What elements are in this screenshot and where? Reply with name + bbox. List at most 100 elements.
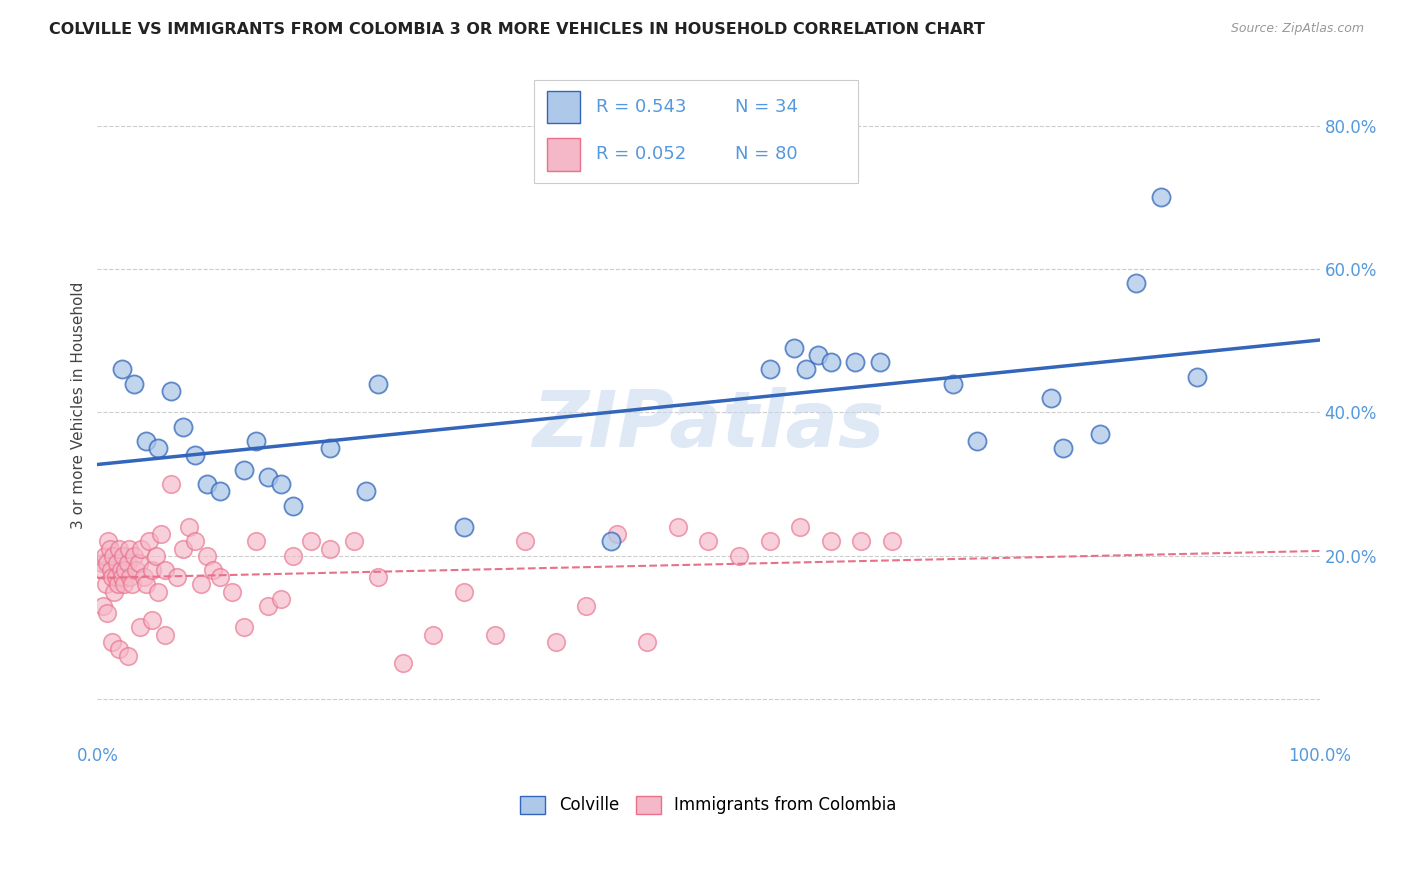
- Point: [93, 599, 115, 613]
- Point: [128, 556, 150, 570]
- Point: [107, 577, 129, 591]
- Point: [148, 442, 170, 456]
- Point: [108, 541, 131, 556]
- Point: [966, 434, 988, 449]
- Point: [91, 556, 114, 570]
- Point: [299, 534, 322, 549]
- Point: [195, 549, 218, 563]
- Point: [880, 534, 903, 549]
- Point: [666, 520, 689, 534]
- Text: Source: ZipAtlas.com: Source: ZipAtlas.com: [1230, 22, 1364, 36]
- Point: [105, 556, 128, 570]
- Point: [422, 627, 444, 641]
- Point: [172, 541, 194, 556]
- Point: [177, 520, 200, 534]
- Point: [257, 470, 280, 484]
- Point: [789, 520, 811, 534]
- Point: [636, 634, 658, 648]
- Point: [103, 549, 125, 563]
- Point: [103, 584, 125, 599]
- Point: [208, 570, 231, 584]
- Point: [172, 419, 194, 434]
- Point: [1187, 369, 1209, 384]
- Point: [101, 634, 124, 648]
- Point: [145, 549, 167, 563]
- Point: [153, 563, 176, 577]
- Point: [141, 563, 163, 577]
- Point: [513, 534, 536, 549]
- Point: [166, 570, 188, 584]
- Point: [697, 534, 720, 549]
- Point: [96, 606, 118, 620]
- Point: [159, 384, 181, 398]
- Point: [190, 577, 212, 591]
- Text: COLVILLE VS IMMIGRANTS FROM COLOMBIA 3 OR MORE VEHICLES IN HOUSEHOLD CORRELATION: COLVILLE VS IMMIGRANTS FROM COLOMBIA 3 O…: [49, 22, 986, 37]
- Point: [794, 362, 817, 376]
- Point: [93, 549, 115, 563]
- Point: [1088, 426, 1111, 441]
- Point: [202, 563, 225, 577]
- Point: [148, 584, 170, 599]
- Point: [104, 570, 127, 584]
- Point: [233, 463, 256, 477]
- Point: [544, 634, 567, 648]
- Point: [120, 570, 142, 584]
- Legend: Colville, Immigrants from Colombia: Colville, Immigrants from Colombia: [512, 788, 905, 822]
- Point: [758, 362, 780, 376]
- Point: [112, 577, 135, 591]
- Point: [184, 449, 207, 463]
- Point: [820, 355, 842, 369]
- Point: [1125, 277, 1147, 291]
- Text: ZIPatlas: ZIPatlas: [533, 387, 884, 464]
- Point: [153, 627, 176, 641]
- Point: [141, 613, 163, 627]
- Point: [125, 563, 148, 577]
- Point: [121, 577, 143, 591]
- Point: [110, 563, 132, 577]
- Point: [117, 556, 139, 570]
- Point: [111, 362, 134, 376]
- Point: [221, 584, 243, 599]
- Point: [484, 627, 506, 641]
- Point: [101, 570, 124, 584]
- Point: [184, 534, 207, 549]
- Point: [783, 341, 806, 355]
- FancyBboxPatch shape: [547, 91, 579, 123]
- Point: [1039, 391, 1062, 405]
- Point: [270, 477, 292, 491]
- Point: [942, 376, 965, 391]
- Point: [97, 534, 120, 549]
- Point: [93, 563, 115, 577]
- Point: [135, 434, 157, 449]
- Point: [851, 534, 873, 549]
- Point: [132, 570, 155, 584]
- Point: [728, 549, 751, 563]
- Point: [159, 477, 181, 491]
- Text: N = 80: N = 80: [735, 145, 797, 163]
- Point: [135, 577, 157, 591]
- Point: [575, 599, 598, 613]
- Point: [108, 641, 131, 656]
- Point: [318, 442, 340, 456]
- Point: [233, 620, 256, 634]
- Y-axis label: 3 or more Vehicles in Household: 3 or more Vehicles in Household: [72, 282, 86, 529]
- Point: [367, 376, 389, 391]
- Point: [758, 534, 780, 549]
- Point: [138, 534, 160, 549]
- Point: [318, 541, 340, 556]
- Point: [122, 549, 145, 563]
- Point: [281, 499, 304, 513]
- Text: N = 34: N = 34: [735, 98, 797, 116]
- Point: [343, 534, 366, 549]
- Point: [453, 584, 475, 599]
- Point: [94, 577, 117, 591]
- Point: [606, 527, 628, 541]
- Point: [820, 534, 842, 549]
- Text: R = 0.052: R = 0.052: [596, 145, 686, 163]
- Point: [354, 484, 377, 499]
- Point: [149, 527, 172, 541]
- Point: [111, 570, 134, 584]
- FancyBboxPatch shape: [547, 137, 579, 170]
- Point: [270, 591, 292, 606]
- Point: [98, 541, 121, 556]
